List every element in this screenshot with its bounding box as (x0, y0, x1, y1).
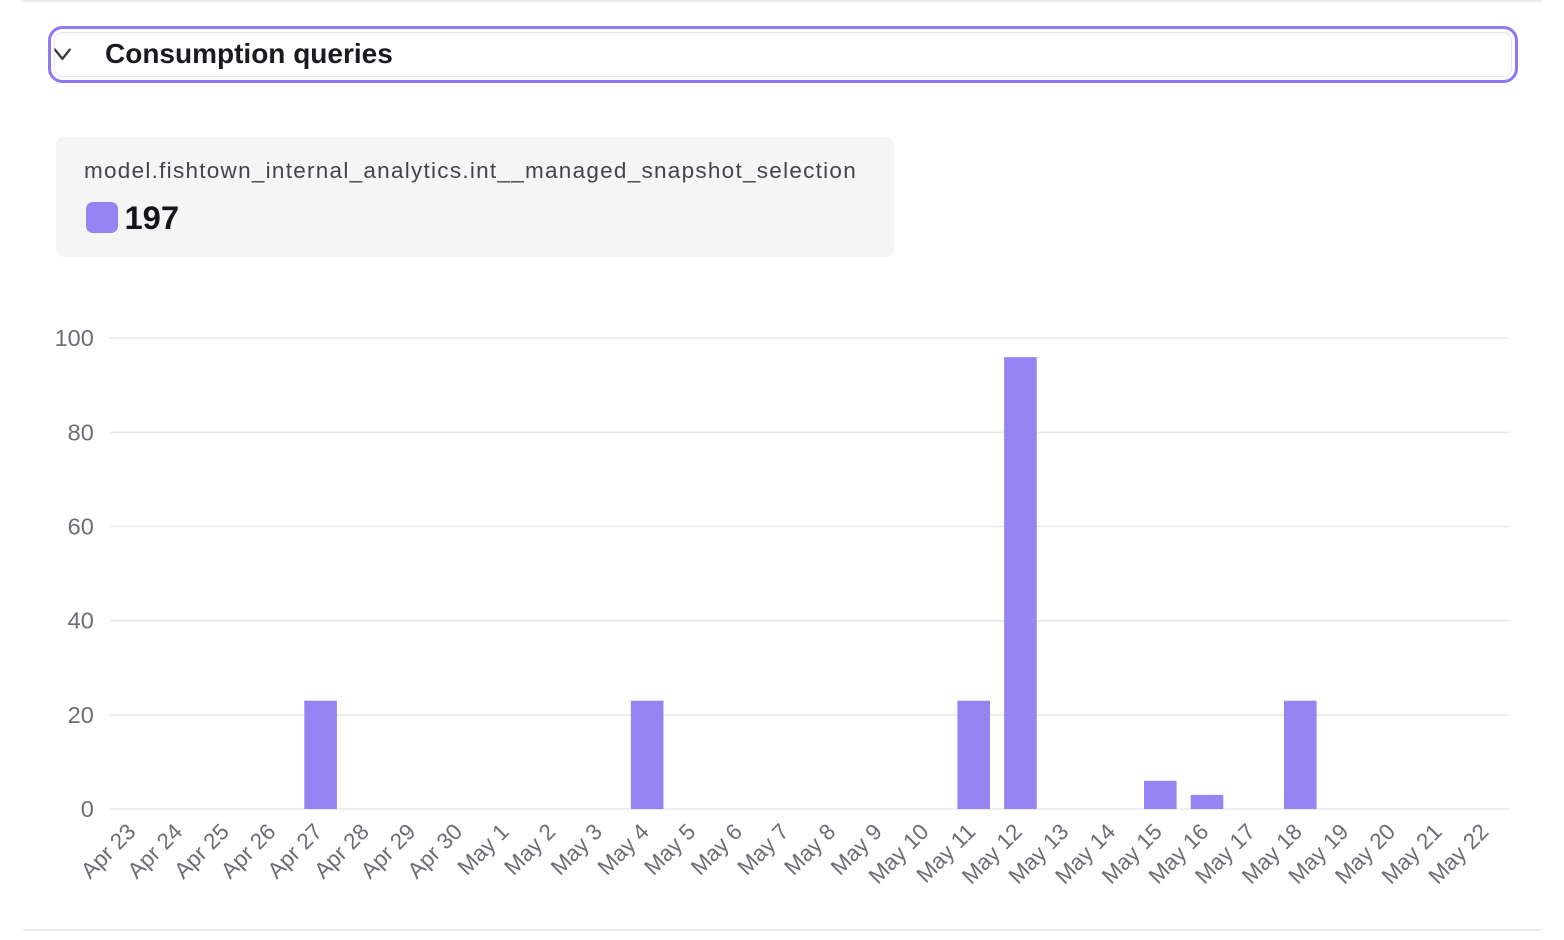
svg-text:May 7: May 7 (733, 819, 794, 880)
svg-text:May 6: May 6 (686, 819, 747, 880)
svg-text:40: 40 (68, 608, 94, 634)
svg-text:80: 80 (68, 419, 94, 445)
svg-text:May 8: May 8 (779, 819, 840, 880)
svg-text:May 4: May 4 (593, 819, 654, 880)
svg-text:May 1: May 1 (453, 819, 514, 880)
svg-text:May 3: May 3 (546, 819, 607, 880)
svg-text:May 5: May 5 (639, 819, 700, 880)
svg-text:60: 60 (68, 514, 94, 540)
svg-text:100: 100 (55, 325, 94, 351)
svg-text:20: 20 (68, 702, 94, 728)
svg-text:May 2: May 2 (499, 819, 560, 880)
svg-text:0: 0 (81, 796, 94, 822)
